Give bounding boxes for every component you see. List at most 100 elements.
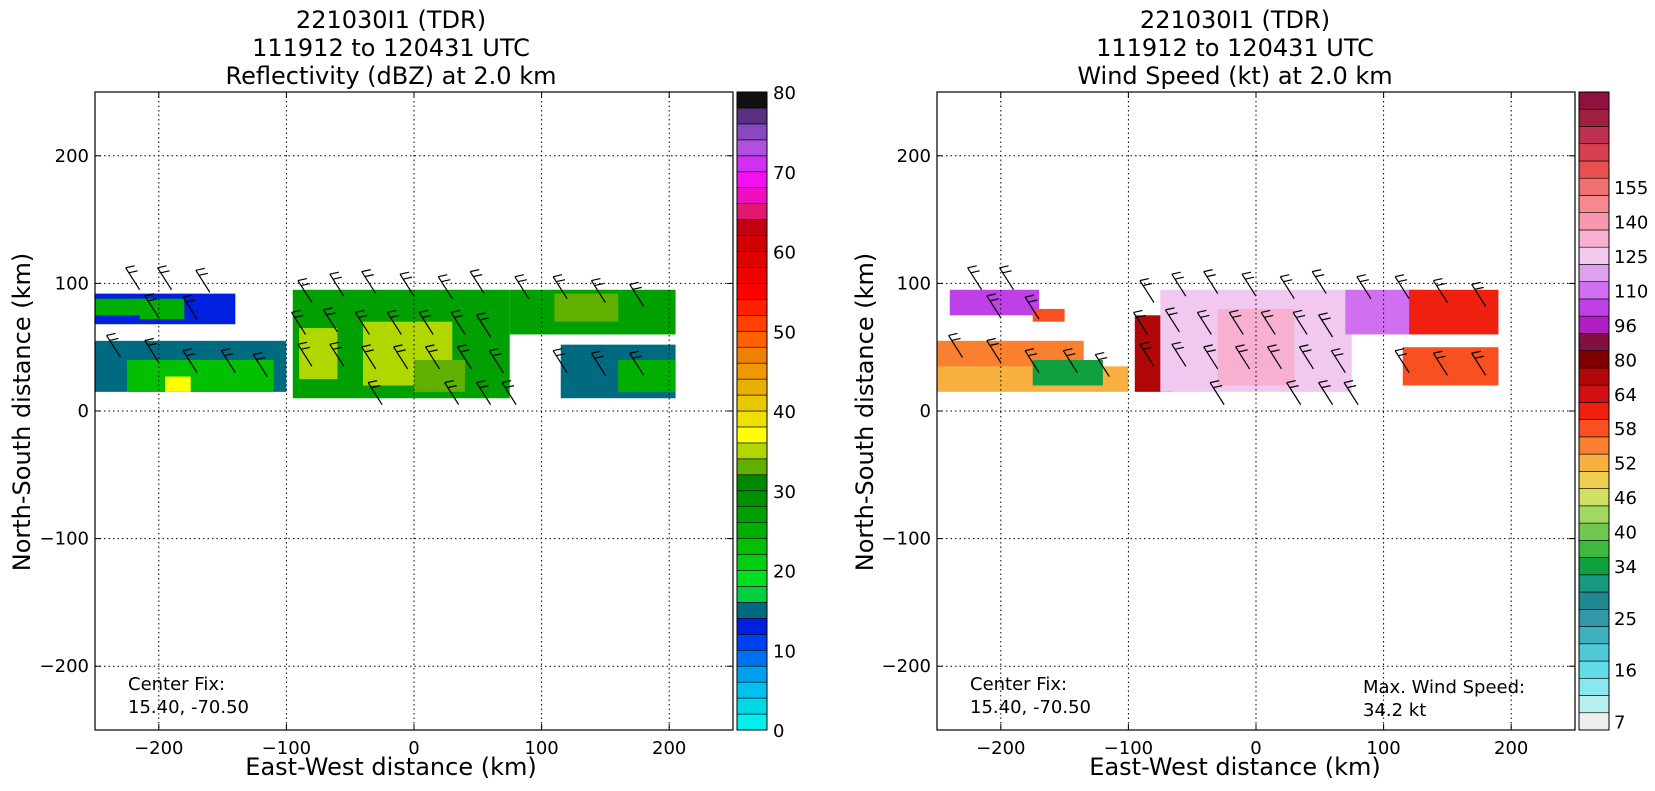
colorbar-bin [736,633,768,651]
wind-barb-feather [1299,344,1309,348]
wind-barb-feather [422,314,432,319]
wind-barb [1133,309,1149,335]
reflectivity-plot-area: −200 −100 0 100 200 −200 −100 0 100 200 [40,91,734,759]
wind-barb-feather [470,269,480,273]
wind-barb [1356,274,1372,300]
wind-barb [590,277,606,303]
wind-barb-shaft [1203,271,1219,294]
colorbar-bin [1578,91,1610,110]
wind-barb-feather [514,274,524,278]
wind-barb-shaft [1292,312,1308,335]
wind-barb-feather [402,276,413,280]
wind-barb-shaft [329,273,345,297]
wind-barb-shaft [1356,276,1372,300]
colorbar-bin [736,665,768,683]
wind-barb-feather [948,332,958,336]
wind-barb-shaft [1209,382,1225,405]
colorbar-bin [736,522,768,539]
colorbar-bin [736,330,768,348]
wind-barb-feather [970,270,980,274]
wind-barb-feather [1139,277,1150,282]
wind-barb-feather [632,286,642,290]
wind-barb-feather [1302,349,1312,353]
wind-barb-shaft [552,350,568,374]
wind-barb-feather [1359,279,1369,283]
wind-barb-feather [256,356,266,361]
x-tick-label: 0 [1250,738,1261,759]
max-wind-label: Max. Wind Speed: [1363,677,1525,698]
wind-barb [1164,307,1180,333]
wind-barb-feather [473,274,483,278]
wind-barb-shaft [1228,312,1244,335]
x-tick-label: −100 [262,738,311,759]
wind-barb [1432,350,1448,376]
colorbar-tick-label: 80 [773,83,796,104]
echo-region [299,328,338,380]
colorbar-bin [1578,557,1610,576]
wind-barb-shaft [182,296,198,320]
wind-barb-shaft [590,352,606,376]
wind-barb-shaft [386,312,402,335]
y-tick-label: 200 [55,146,89,167]
wind-barb [297,277,313,303]
wind-barb-feather [1212,385,1223,389]
wind-barb [157,265,173,291]
colorbar-bin [1578,195,1610,214]
colorbar-tick-label: 7 [1614,712,1625,733]
y-tick-label: −100 [882,529,931,550]
wind-speed-panel: 221030I1 (TDR) 111912 to 120431 UTC Wind… [851,6,1648,781]
wind-barb [220,348,236,374]
echo-region [1409,289,1499,335]
colorbar-bin [736,474,768,492]
wind-barb-feather [300,346,311,350]
wind-barb-feather [367,380,378,384]
colorbar-bin [736,602,768,619]
wind-barb-feather [182,348,193,352]
colorbar-frame [1578,91,1610,731]
colorbar-bin [1578,695,1610,714]
wind-barb-feather [396,349,406,353]
wind-barb [1330,348,1346,374]
wind-barb-feather [390,314,400,319]
colorbar-tick-label: 0 [773,721,784,742]
wind-barb-shaft [1139,344,1155,367]
wind-barb-feather [555,353,566,357]
wind-barb-shaft [144,340,160,363]
wind-barb [1139,341,1155,367]
colorbar-tick-label: 40 [773,402,796,423]
wind-barb-feather [157,265,167,269]
wind-barb [354,309,370,335]
wind-barb [386,309,402,335]
panel-title-line1: 221030I1 (TDR) [1140,6,1330,34]
colorbar-bin [1578,522,1610,541]
colorbar-bin [1578,471,1610,489]
x-tick-label: −100 [1104,738,1153,759]
wind-barb-feather [128,270,138,274]
colorbar-bin [736,346,768,364]
wind-barb-shaft [361,346,377,370]
wind-barb-feather [1264,314,1274,319]
wind-barb-shaft [1260,312,1276,335]
colorbar-bin [736,618,768,635]
colorbar-bin [1578,367,1610,386]
wind-barb [1139,277,1155,303]
wind-barb-shaft [157,267,173,291]
wind-barb [1318,380,1334,405]
wind-barb-shaft [1318,314,1334,338]
wind-barb-feather [160,270,170,274]
wind-barb-feather [476,312,486,316]
wind-barb-feather [438,274,448,278]
wind-barb-feather [1235,344,1245,348]
colorbar-bin [1578,143,1610,162]
wind-barb-feather [1142,346,1153,350]
wind-barb-feather [517,279,527,283]
wind-barb-shaft [425,346,441,370]
wind-barb [297,341,313,367]
wind-barb-feather [109,337,119,341]
wind-barb [1094,351,1110,377]
wind-barb [418,309,434,335]
wind-barb-feather [629,281,639,285]
colorbar-bin [736,713,768,731]
colorbar-bin [1578,212,1610,231]
